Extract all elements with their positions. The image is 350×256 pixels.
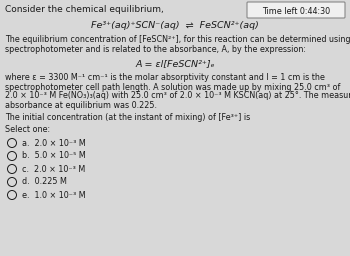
- Text: Fe³⁺(aq)⁺SCN⁻(aq)  ⇌  FeSCN²⁺(aq): Fe³⁺(aq)⁺SCN⁻(aq) ⇌ FeSCN²⁺(aq): [91, 22, 259, 30]
- Text: where ε = 3300 M⁻¹ cm⁻¹ is the molar absorptivity constant and l = 1 cm is the: where ε = 3300 M⁻¹ cm⁻¹ is the molar abs…: [5, 73, 325, 82]
- Text: spectrophotometer and is related to the absorbance, A, by the expression:: spectrophotometer and is related to the …: [5, 45, 306, 54]
- Text: spectrophotometer cell path length. A solution was made up by mixing 25.0 cm³ of: spectrophotometer cell path length. A so…: [5, 82, 340, 91]
- Text: d.  0.225 M: d. 0.225 M: [22, 177, 67, 187]
- Text: c.  2.0 × 10⁻³ M: c. 2.0 × 10⁻³ M: [22, 165, 85, 174]
- Text: The initial concentration (at the instant of mixing) of [Fe³⁺] is: The initial concentration (at the instan…: [5, 113, 250, 123]
- Text: A = εl[FeSCN²⁺]ₑ: A = εl[FeSCN²⁺]ₑ: [135, 59, 215, 69]
- Text: 2.0 × 10⁻³ M Fe(NO₃)₃(aq) with 25.0 cm³ of 2.0 × 10⁻³ M KSCN(aq) at 25°. The mea: 2.0 × 10⁻³ M Fe(NO₃)₃(aq) with 25.0 cm³ …: [5, 91, 350, 101]
- Text: Select one:: Select one:: [5, 125, 50, 134]
- Text: The equilibrium concentration of [FeSCN²⁺], for this reaction can be determined : The equilibrium concentration of [FeSCN²…: [5, 36, 350, 45]
- Text: e.  1.0 × 10⁻³ M: e. 1.0 × 10⁻³ M: [22, 190, 86, 199]
- Text: absorbance at equilibrium was 0.225.: absorbance at equilibrium was 0.225.: [5, 101, 157, 110]
- Text: a.  2.0 × 10⁻³ M: a. 2.0 × 10⁻³ M: [22, 138, 86, 147]
- Text: Consider the chemical equilibrium,: Consider the chemical equilibrium,: [5, 5, 164, 15]
- Text: Time left 0:44:30: Time left 0:44:30: [262, 6, 330, 16]
- Text: b.  5.0 × 10⁻⁵ M: b. 5.0 × 10⁻⁵ M: [22, 152, 86, 161]
- FancyBboxPatch shape: [247, 2, 345, 18]
